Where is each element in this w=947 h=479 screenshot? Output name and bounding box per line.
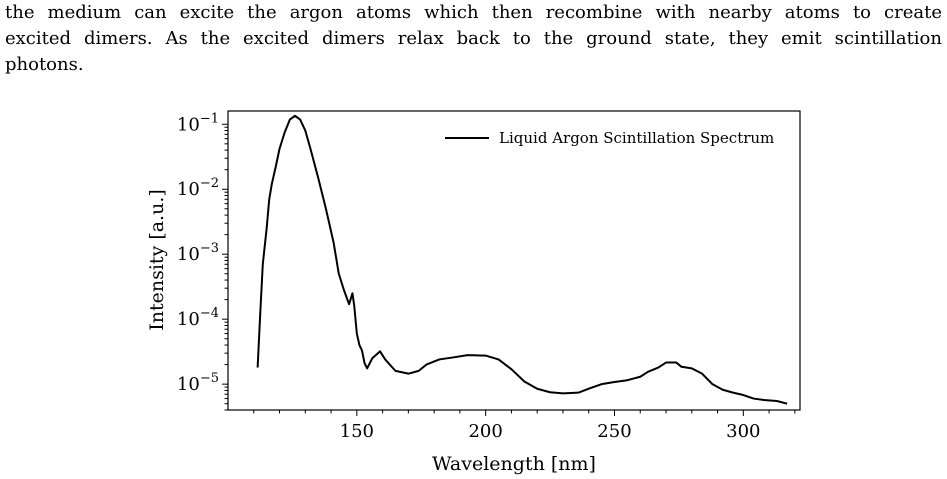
series-line-0	[256, 114, 788, 405]
series-group	[256, 114, 788, 405]
body-paragraph: the medium can excite the argon atoms wh…	[5, 0, 942, 78]
x-axis: 150 200 250 300	[253, 410, 796, 442]
paragraph-line-2: excited dimers. As the excited dimers re…	[5, 28, 942, 49]
x-tick-label: 200	[468, 421, 502, 442]
y-axis-label: Intensity [a.u.]	[146, 189, 168, 331]
legend-label: Liquid Argon Scintillation Spectrum	[499, 129, 774, 147]
y-tick-label: 10−1	[177, 111, 219, 135]
y-axis: 10−1 10−2 10−3 10−4 10−5	[177, 111, 228, 411]
paragraph-line-1: the medium can excite the argon atoms wh…	[5, 2, 942, 23]
y-tick-label: 10−2	[177, 176, 219, 200]
y-tick-label: 10−4	[177, 306, 219, 330]
plot-frame	[227, 110, 801, 411]
x-tick-label: 250	[597, 421, 631, 442]
y-tick-label: 10−5	[177, 371, 219, 395]
y-tick-label: 10−3	[177, 241, 219, 265]
paragraph-line-3: photons.	[5, 54, 84, 75]
x-tick-label: 150	[340, 421, 374, 442]
legend: Liquid Argon Scintillation Spectrum	[445, 129, 774, 147]
x-axis-label: Wavelength [nm]	[432, 453, 596, 475]
x-tick-label: 300	[726, 421, 760, 442]
